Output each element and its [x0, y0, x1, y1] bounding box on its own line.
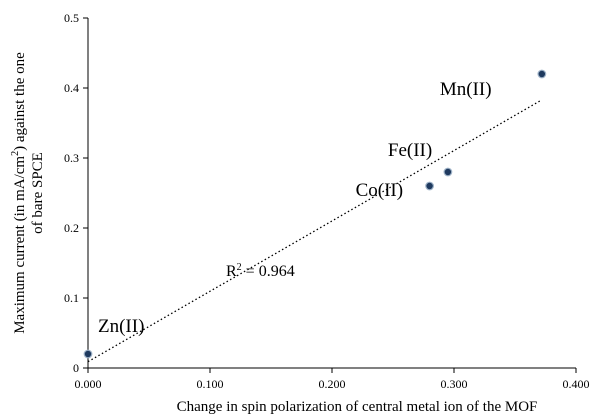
- y-tick-label: 0.1: [64, 291, 79, 305]
- r-squared-value: = 0.964: [242, 263, 295, 280]
- data-point-znii: [83, 349, 93, 359]
- point-label: Mn(II): [440, 79, 492, 100]
- x-tick-label: 0.100: [197, 377, 224, 391]
- y-tick-label: 0.3: [64, 151, 79, 165]
- point-labels: Zn(II) Co(II) Fe(II) Mn(II): [98, 79, 492, 337]
- y-tick-label: 0: [73, 361, 79, 375]
- trendline-group: [87, 99, 543, 363]
- r-squared-prefix: R: [226, 263, 237, 280]
- y-axis-title: Maximum current (in mA/cm2) against the …: [10, 52, 46, 334]
- x-axis-title: Change in spin polarization of central m…: [177, 399, 538, 415]
- point-label: Fe(II): [388, 140, 432, 161]
- r-squared-label: R2 = 0.964: [226, 262, 295, 280]
- axes: [87, 18, 576, 369]
- x-tick-label: 0.000: [75, 377, 102, 391]
- axis-ticks: 0.000 0.100 0.200 0.300 0.400 0 0.1 0.2 0.3 0.4 0.…: [64, 11, 590, 391]
- trendline: [87, 99, 543, 363]
- data-point-feii: [443, 167, 453, 177]
- data-point-mnii: [537, 69, 547, 79]
- r-squared-superscript: 2: [237, 262, 242, 273]
- point-label: Zn(II): [98, 316, 144, 337]
- y-axis-title-line1: Maximum current (in mA/cm2) against the …: [10, 52, 28, 334]
- y-axis-title-superscript: 2: [10, 151, 21, 156]
- data-points: [83, 69, 547, 359]
- y-tick-label: 0.5: [64, 11, 79, 25]
- y-axis-title-line2: of bare SPCE: [30, 152, 46, 234]
- x-tick-label: 0.400: [563, 377, 590, 391]
- x-tick-label: 0.200: [319, 377, 346, 391]
- y-axis-title-line1-start: Maximum current (in mA/cm: [12, 156, 28, 334]
- x-tick-label: 0.300: [441, 377, 468, 391]
- data-point-coii: [425, 181, 435, 191]
- point-label: Co(II): [356, 180, 403, 201]
- y-axis-title-line1-end: ) against the one: [12, 52, 28, 151]
- y-tick-label: 0.2: [64, 221, 79, 235]
- y-tick-label: 0.4: [64, 81, 79, 95]
